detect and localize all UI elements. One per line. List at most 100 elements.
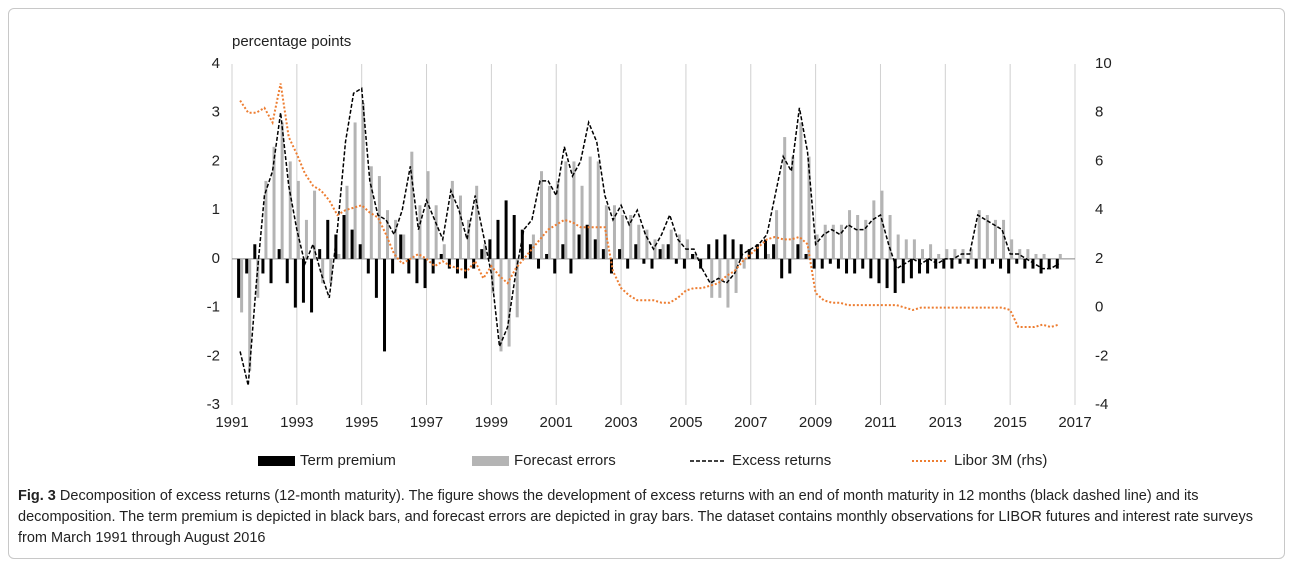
bar — [1034, 253, 1038, 259]
bar — [909, 258, 913, 279]
x-tick-label: 2001 — [540, 414, 573, 431]
bar — [458, 195, 462, 259]
x-tick-label: 2005 — [669, 414, 702, 431]
bar — [386, 210, 390, 259]
bar — [637, 224, 641, 259]
bar — [869, 258, 873, 279]
bar — [1058, 253, 1062, 259]
x-tick-label: 2013 — [929, 414, 962, 431]
bar — [264, 180, 268, 259]
bar — [1018, 249, 1022, 259]
x-tick-label: 2015 — [993, 414, 1026, 431]
bar — [272, 146, 276, 259]
bar — [707, 244, 711, 259]
bar — [723, 234, 727, 259]
bar — [823, 224, 827, 259]
legend-label: Libor 3M (rhs) — [954, 452, 1047, 469]
bar — [426, 171, 430, 259]
y-tick-label: -3 — [207, 396, 220, 413]
bar — [896, 234, 900, 259]
bar — [747, 249, 751, 259]
bar — [394, 219, 398, 259]
bar — [467, 219, 471, 259]
bar — [836, 258, 840, 269]
bar — [650, 258, 654, 269]
bar — [1002, 219, 1006, 259]
bar — [920, 249, 924, 259]
bar — [293, 258, 297, 308]
bar — [399, 234, 403, 259]
bar — [515, 258, 519, 318]
bar — [237, 258, 241, 298]
y-tick-label: 4 — [212, 55, 220, 72]
y-tick-label: 2 — [212, 152, 220, 169]
bar — [953, 249, 957, 259]
bar — [937, 253, 941, 259]
caption-text: Decomposition of excess returns (12-mont… — [18, 488, 1253, 546]
bar — [269, 258, 273, 284]
bar — [661, 244, 665, 259]
x-tick-label: 1997 — [410, 414, 443, 431]
y-axis-label: percentage points — [232, 33, 351, 50]
bar — [447, 258, 451, 269]
bar — [977, 210, 981, 259]
bar — [634, 244, 638, 259]
bar — [755, 244, 759, 259]
bar — [577, 234, 581, 259]
bar — [499, 258, 503, 352]
bar — [775, 210, 779, 259]
bar — [350, 229, 354, 259]
bar — [512, 215, 516, 259]
y2-tick-label: 6 — [1095, 152, 1103, 169]
bar — [337, 253, 341, 259]
figure-frame — [8, 8, 1285, 559]
bar — [629, 215, 633, 259]
caption-label: Fig. 3 — [18, 488, 56, 504]
bar — [945, 249, 949, 259]
bar — [780, 258, 784, 279]
bar — [545, 253, 549, 259]
bar — [848, 210, 852, 259]
bar — [912, 239, 916, 259]
bar — [256, 258, 260, 298]
bar — [845, 258, 849, 274]
bar — [734, 258, 738, 293]
x-tick-label: 1993 — [280, 414, 313, 431]
x-tick-label: 2003 — [604, 414, 637, 431]
x-tick-label: 1991 — [215, 414, 248, 431]
bar — [345, 185, 349, 259]
x-tick-label: 2009 — [799, 414, 832, 431]
bar — [1026, 249, 1030, 259]
bar — [313, 190, 317, 259]
bar — [658, 249, 662, 259]
bar — [934, 258, 938, 269]
bar — [710, 258, 714, 298]
bar — [553, 258, 557, 274]
bar — [893, 258, 897, 293]
bar — [929, 244, 933, 259]
bar — [807, 156, 811, 259]
bar — [496, 219, 500, 259]
bar — [358, 244, 362, 259]
bar — [318, 249, 322, 259]
x-tick-label: 2007 — [734, 414, 767, 431]
bar — [334, 234, 338, 259]
x-tick-label: 2017 — [1058, 414, 1091, 431]
bar — [820, 258, 824, 269]
chart: percentage points 1991 1993 1995 1997 1999 20… — [207, 33, 1112, 469]
bar — [796, 244, 800, 259]
bar — [321, 258, 325, 284]
line — [239, 83, 1060, 329]
bar — [374, 258, 378, 298]
bar — [618, 249, 622, 259]
bar — [572, 161, 576, 259]
bar — [950, 258, 954, 269]
bar — [1031, 258, 1035, 269]
bar — [872, 200, 876, 259]
bar — [626, 258, 630, 269]
bar — [861, 258, 865, 269]
bar — [828, 258, 832, 264]
y-tick-label: -1 — [207, 299, 220, 316]
legend-swatch — [472, 456, 509, 466]
bar — [285, 258, 289, 284]
